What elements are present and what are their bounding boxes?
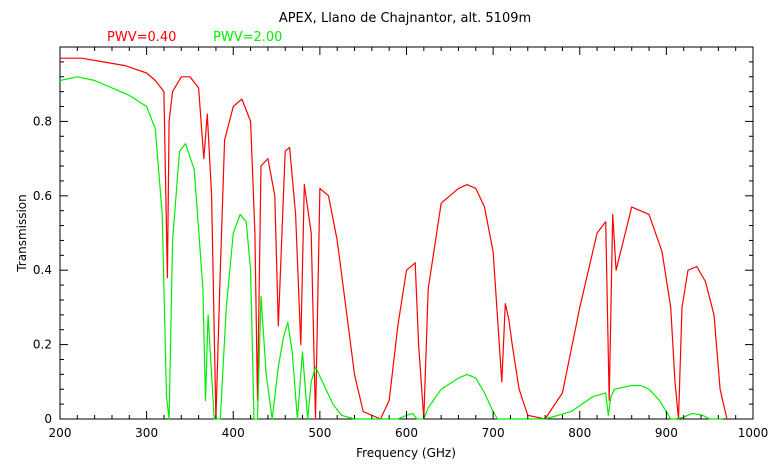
chart-title: APEX, Llano de Chajnantor, alt. 5109m (279, 11, 531, 26)
y-tick-label: 0 (44, 412, 52, 426)
series-line-2 (59, 76, 723, 420)
series-line-1 (60, 57, 728, 420)
legend-series-1: PWV=0.40 (107, 30, 176, 45)
y-tick-label: 0.4 (33, 263, 52, 277)
y-tick-label: 0.8 (33, 114, 52, 128)
series-layer (59, 57, 728, 420)
x-tick-label: 400 (222, 426, 245, 440)
y-tick-label: 0.6 (33, 189, 52, 203)
axis-ticks: 200 300 400 500 600 700 800 900 1000 0 0.2 0.4 0.6 0.… (33, 47, 768, 440)
legend-series-2: PWV=2.00 (213, 30, 282, 45)
x-tick-label: 700 (482, 426, 505, 440)
x-axis-label: Frequency (GHz) (356, 446, 456, 460)
x-tick-label: 800 (568, 426, 591, 440)
x-tick-label: 300 (135, 426, 158, 440)
x-tick-label: 600 (395, 426, 418, 440)
y-axis-label: Transmission (15, 194, 29, 273)
y-tick-label: 0.2 (33, 338, 52, 352)
x-tick-label: 1000 (738, 426, 769, 440)
x-tick-label: 900 (655, 426, 678, 440)
x-tick-label: 200 (49, 426, 72, 440)
x-tick-label: 500 (308, 426, 331, 440)
